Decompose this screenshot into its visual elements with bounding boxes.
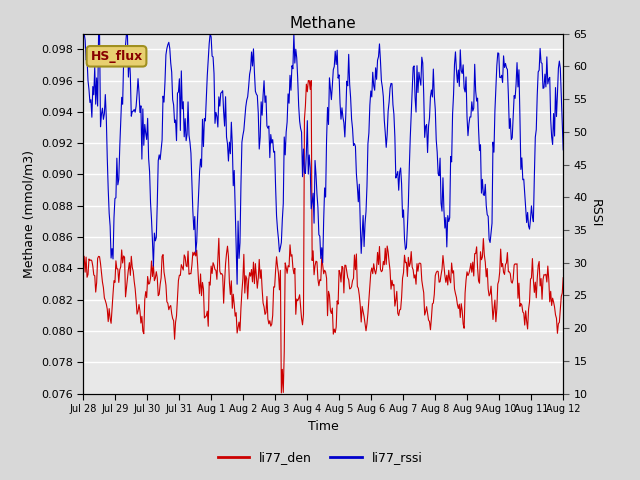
Text: HS_flux: HS_flux	[90, 50, 143, 63]
X-axis label: Time: Time	[308, 420, 339, 432]
Legend: li77_den, li77_rssi: li77_den, li77_rssi	[212, 446, 428, 469]
Y-axis label: Methane (mmol/m3): Methane (mmol/m3)	[22, 150, 35, 277]
Y-axis label: RSSI: RSSI	[589, 199, 602, 228]
Title: Methane: Methane	[290, 16, 356, 31]
